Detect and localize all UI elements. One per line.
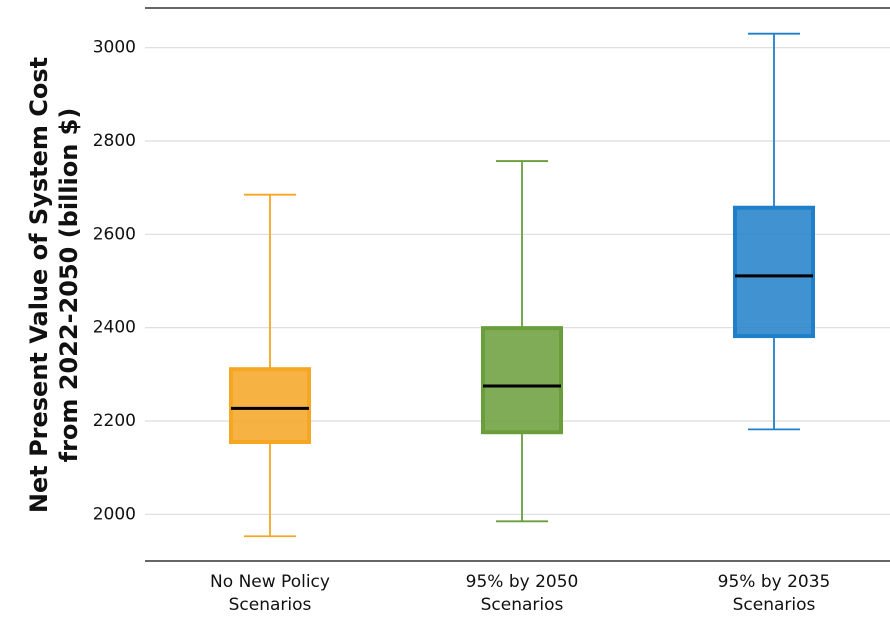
x-tick-label: 95% by 2050 [466,572,579,592]
y-axis-label: Net Present Value of System Cost from 20… [25,57,83,513]
box [733,205,815,339]
box [229,367,311,445]
y-label-line: from 2022-2050 (billion $) [55,108,83,463]
y-tick-label: 2000 [93,504,136,524]
y-tick-label: 2400 [93,318,136,338]
y-tick-label: 2200 [93,411,136,431]
x-tick-label: Scenarios [481,595,564,615]
y-label-line: Net Present Value of System Cost [25,57,53,513]
x-tick-label: Scenarios [733,595,816,615]
x-tick-label: No New Policy [210,572,330,592]
y-tick-label: 3000 [93,38,136,58]
box [481,326,563,435]
x-tick-label: Scenarios [229,595,312,615]
y-tick-label: 2600 [93,224,136,244]
x-tick-label: 95% by 2035 [718,572,831,592]
y-tick-label: 2800 [93,131,136,151]
